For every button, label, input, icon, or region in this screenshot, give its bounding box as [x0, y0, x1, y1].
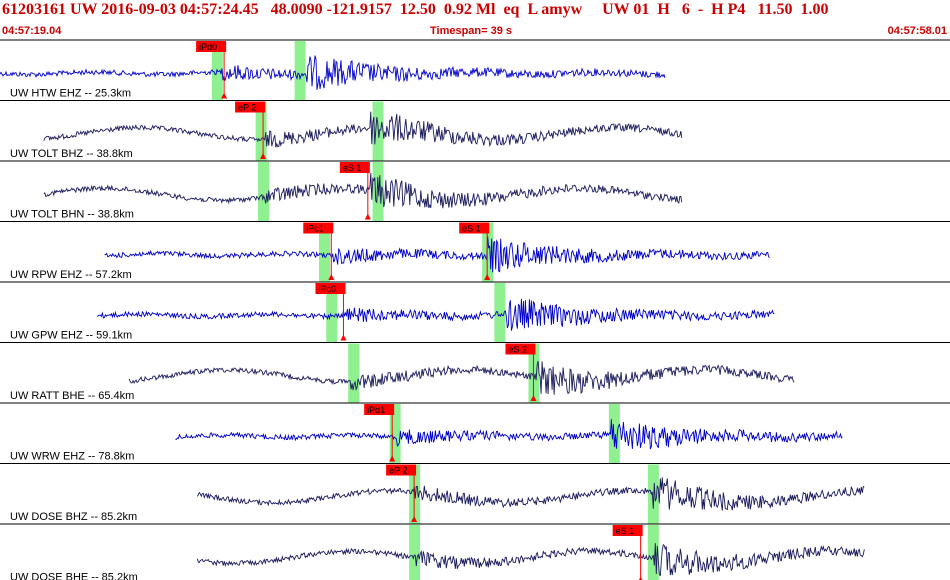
pick-triangle-icon [340, 334, 347, 341]
pick-flag[interactable] [459, 222, 490, 234]
pick-window [258, 162, 270, 222]
trace-row[interactable]: iPd1 UW WRW EHZ -- 78.8km [0, 404, 950, 464]
timespan: Timespan= 39 s [430, 25, 513, 37]
pick-window [409, 525, 421, 580]
start-time: 04:57:19.04 [2, 25, 62, 37]
station-label: UW WRW EHZ -- 78.8km [10, 451, 134, 463]
station-label: UW GPW EHZ -- 59.1km [10, 330, 132, 342]
pick-flag[interactable] [339, 162, 370, 173]
pick-label: eS 2 [508, 345, 527, 355]
trace-row[interactable]: iPc1 eS 1 UW RPW EHZ -- 57.2km [0, 222, 950, 283]
trace-row[interactable]: eS 1 UW TOLT BHN -- 38.8km [0, 162, 950, 222]
waveform [0, 55, 666, 90]
pick-triangle-icon [484, 274, 491, 280]
pick-triangle-icon [638, 576, 643, 580]
waveform [43, 111, 683, 148]
waveform [43, 172, 683, 209]
trace-row[interactable]: iPd0 UW HTW EHZ -- 25.3km [0, 41, 950, 101]
pick-triangle-icon [411, 516, 418, 522]
trace-row[interactable]: eS 1 UW DOSE BHE -- 85.2km [0, 525, 950, 580]
station-label: UW RATT BHE -- 65.4km [10, 390, 134, 402]
pick-label: eP 2 [389, 466, 407, 476]
pick-triangle-icon [530, 395, 537, 401]
pick-window [647, 464, 659, 524]
station-label: UW DOSE BHE -- 85.2km [10, 572, 138, 580]
pick-label: iPd0 [199, 42, 217, 52]
pick-triangle-icon [260, 153, 267, 159]
end-time: 04:57:58.01 [887, 25, 947, 37]
pick-label: eS 1 [343, 163, 362, 173]
pick-window [494, 283, 506, 343]
station-label: UW TOLT BHN -- 38.8km [10, 209, 134, 221]
pick-triangle-icon [364, 213, 371, 220]
pick-window [389, 404, 401, 464]
pick-window [608, 404, 620, 464]
event-summary-line: 61203161 UW 2016-09-03 04:57:24.45 48.00… [2, 1, 829, 18]
pick-label: eP 2 [238, 103, 256, 113]
pick-label: eS 1 [616, 526, 635, 536]
waveform [175, 419, 843, 450]
pick-flag[interactable] [315, 283, 346, 294]
pick-window [647, 525, 659, 580]
pick-window [348, 343, 360, 403]
pick-label: eS 1 [462, 224, 481, 234]
station-label: UW HTW EHZ -- 25.3km [10, 88, 131, 100]
pick-label: iPd1 [367, 405, 385, 415]
pick-triangle-icon [328, 274, 335, 280]
waveform [104, 236, 770, 273]
pick-label: iPc0 [318, 284, 336, 294]
waveform [128, 360, 795, 395]
pick-triangle-icon [389, 455, 396, 462]
pick-triangle-icon [221, 92, 228, 99]
waveform [196, 477, 865, 511]
trace-row[interactable]: eS 2 UW RATT BHE -- 65.4km [0, 343, 950, 404]
waveform [196, 543, 865, 577]
pick-flag[interactable] [303, 222, 334, 234]
waveform [97, 298, 775, 331]
pick-flag[interactable] [386, 464, 417, 476]
pick-window [255, 101, 267, 161]
pick-window [372, 162, 384, 222]
trace-row[interactable]: eP 2 UW TOLT BHZ -- 38.8km [0, 101, 950, 162]
pick-window [294, 41, 306, 101]
pick-window [326, 283, 338, 343]
station-label: UW DOSE BHZ -- 85.2km [10, 511, 137, 523]
pick-flag[interactable] [364, 404, 395, 415]
event-header: 61203161 UW 2016-09-03 04:57:24.45 48.00… [0, 0, 950, 40]
pick-flag[interactable] [196, 41, 227, 52]
pick-label: iPc1 [306, 224, 324, 234]
pick-flag[interactable] [612, 525, 643, 536]
station-label: UW RPW EHZ -- 57.2km [10, 269, 132, 281]
station-label: UW TOLT BHZ -- 38.8km [10, 148, 133, 160]
pick-flag[interactable] [505, 343, 536, 355]
trace-row[interactable]: eP 2 UW DOSE BHZ -- 85.2km [0, 464, 950, 525]
trace-row[interactable]: iPc0 UW GPW EHZ -- 59.1km [0, 283, 950, 343]
pick-flag[interactable] [235, 101, 266, 113]
pick-window [318, 222, 330, 282]
